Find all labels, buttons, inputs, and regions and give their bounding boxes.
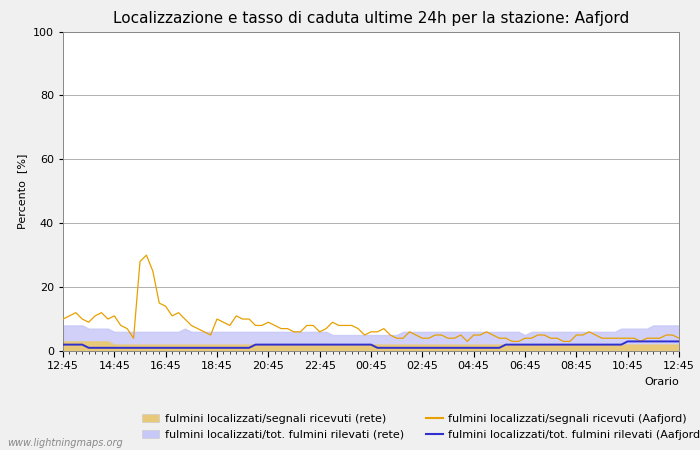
Y-axis label: Percento  [%]: Percento [%] xyxy=(18,153,27,229)
Text: www.lightningmaps.org: www.lightningmaps.org xyxy=(7,438,122,448)
Text: Orario: Orario xyxy=(644,377,679,387)
Title: Localizzazione e tasso di caduta ultime 24h per la stazione: Aafjord: Localizzazione e tasso di caduta ultime … xyxy=(113,11,629,26)
Legend: fulmini localizzati/segnali ricevuti (rete), fulmini localizzati/tot. fulmini ri: fulmini localizzati/segnali ricevuti (re… xyxy=(143,414,700,440)
